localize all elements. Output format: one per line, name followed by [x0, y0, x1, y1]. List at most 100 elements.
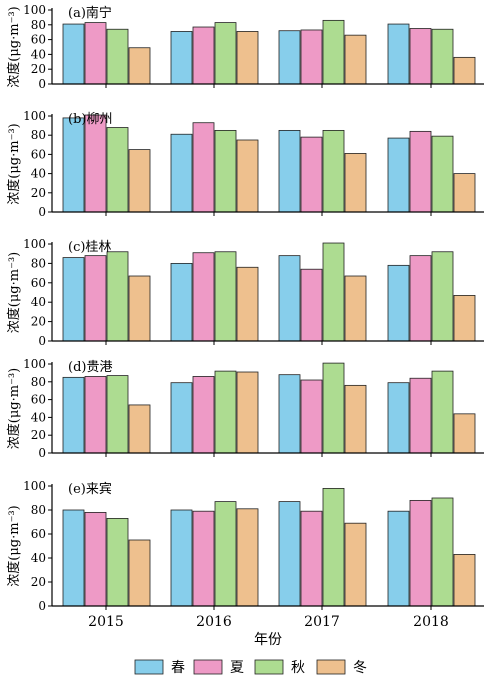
y-tick-label: 20 [31, 428, 46, 442]
bar-春-2017 [278, 374, 301, 454]
bar-秋-2018 [431, 497, 454, 607]
y-tick-label: 100 [23, 479, 46, 493]
bar-夏-2016 [192, 376, 215, 454]
y-tick-label: 40 [31, 295, 46, 309]
y-axis-label: 浓度(μg·m⁻³) [6, 252, 22, 333]
bar-夏-2017 [300, 510, 323, 607]
legend-label-秋: 秋 [291, 660, 305, 676]
bar-秋-2016 [214, 129, 237, 213]
y-tick-label: 80 [31, 256, 46, 270]
bar-春-2016 [170, 31, 193, 85]
bar-春-2018 [387, 264, 410, 342]
bar-冬-2018 [453, 56, 476, 85]
bar-冬-2018 [453, 413, 476, 454]
bar-夏-2016 [192, 510, 215, 607]
bar-春-2017 [278, 255, 301, 342]
bar-春-2015 [62, 117, 85, 213]
y-axis-label: 浓度(μg·m⁻³) [6, 123, 22, 204]
y-axis-label: 浓度(μg·m⁻³) [6, 368, 22, 449]
panel-label: (b)柳州 [68, 112, 112, 127]
bar-夏-2015 [84, 255, 107, 342]
y-tick-label: 100 [23, 237, 46, 251]
bar-秋-2016 [214, 370, 237, 454]
bar-秋-2017 [322, 362, 345, 454]
bar-夏-2018 [409, 499, 432, 607]
bar-秋-2015 [106, 28, 129, 85]
bar-春-2015 [62, 23, 85, 85]
legend: 春夏秋冬 [134, 659, 367, 676]
bar-冬-2017 [344, 384, 367, 454]
bar-冬-2016 [236, 371, 259, 454]
bar-春-2018 [387, 510, 410, 607]
y-tick-label: 20 [31, 315, 46, 329]
x-tick-label: 2017 [304, 614, 340, 630]
bar-冬-2017 [344, 153, 367, 213]
bar-春-2016 [170, 133, 193, 213]
bar-秋-2017 [322, 19, 345, 85]
bar-秋-2015 [106, 251, 129, 342]
bar-春-2017 [278, 129, 301, 213]
bar-冬-2018 [453, 173, 476, 213]
y-tick-label: 60 [31, 393, 46, 407]
y-axis-label: 浓度(μg·m⁻³) [6, 505, 22, 586]
bar-冬-2018 [453, 295, 476, 342]
x-tick-label: 2018 [413, 614, 449, 630]
bar-夏-2017 [300, 379, 323, 454]
y-tick-label: 100 [23, 357, 46, 371]
bar-春-2016 [170, 382, 193, 454]
y-tick-label: 60 [31, 147, 46, 161]
y-tick-label: 40 [31, 47, 46, 61]
bar-秋-2015 [106, 127, 129, 213]
bar-秋-2018 [431, 251, 454, 342]
bar-夏-2015 [84, 512, 107, 607]
bar-夏-2018 [409, 377, 432, 454]
bar-秋-2018 [431, 370, 454, 454]
x-tick-label: 2015 [88, 614, 124, 630]
y-tick-label: 60 [31, 527, 46, 541]
y-tick-label: 20 [31, 62, 46, 76]
bar-冬-2016 [236, 139, 259, 213]
bar-秋-2016 [214, 501, 237, 607]
bar-夏-2015 [84, 22, 107, 85]
bar-春-2018 [387, 137, 410, 213]
panel-label: (e)来宾 [68, 481, 112, 497]
bar-冬-2018 [453, 554, 476, 607]
bar-秋-2016 [214, 22, 237, 85]
bar-夏-2018 [409, 130, 432, 213]
y-axis-label: 浓度(μg·m⁻³) [6, 6, 22, 87]
bar-夏-2016 [192, 122, 215, 213]
bar-夏-2016 [192, 26, 215, 85]
bar-冬-2017 [344, 522, 367, 607]
y-tick-label: 40 [31, 551, 46, 565]
y-tick-label: 0 [38, 599, 46, 613]
legend-label-春: 春 [171, 660, 185, 676]
bar-春-2018 [387, 23, 410, 85]
bar-秋-2017 [322, 242, 345, 342]
y-tick-label: 0 [38, 334, 46, 348]
legend-label-夏: 夏 [230, 660, 244, 676]
y-tick-label: 0 [38, 205, 46, 219]
y-tick-label: 60 [31, 33, 46, 47]
bar-冬-2015 [128, 404, 151, 454]
bar-秋-2017 [322, 129, 345, 213]
bar-春-2015 [62, 509, 85, 607]
bar-夏-2017 [300, 136, 323, 213]
bar-冬-2015 [128, 539, 151, 607]
bar-冬-2015 [128, 47, 151, 85]
legend-swatch-冬 [316, 659, 346, 675]
bar-春-2017 [278, 30, 301, 85]
y-tick-label: 40 [31, 167, 46, 181]
x-axis-title: 年份 [254, 632, 282, 648]
bar-冬-2016 [236, 266, 259, 342]
y-tick-label: 80 [31, 503, 46, 517]
y-tick-label: 20 [31, 186, 46, 200]
y-tick-label: 80 [31, 375, 46, 389]
bar-秋-2015 [106, 375, 129, 454]
panel-label: (d)贵港 [68, 360, 112, 375]
bar-秋-2018 [431, 135, 454, 213]
